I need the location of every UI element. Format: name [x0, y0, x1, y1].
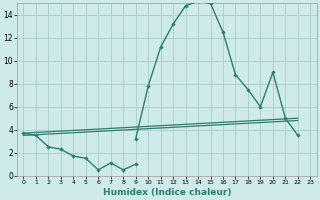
X-axis label: Humidex (Indice chaleur): Humidex (Indice chaleur): [103, 188, 231, 197]
